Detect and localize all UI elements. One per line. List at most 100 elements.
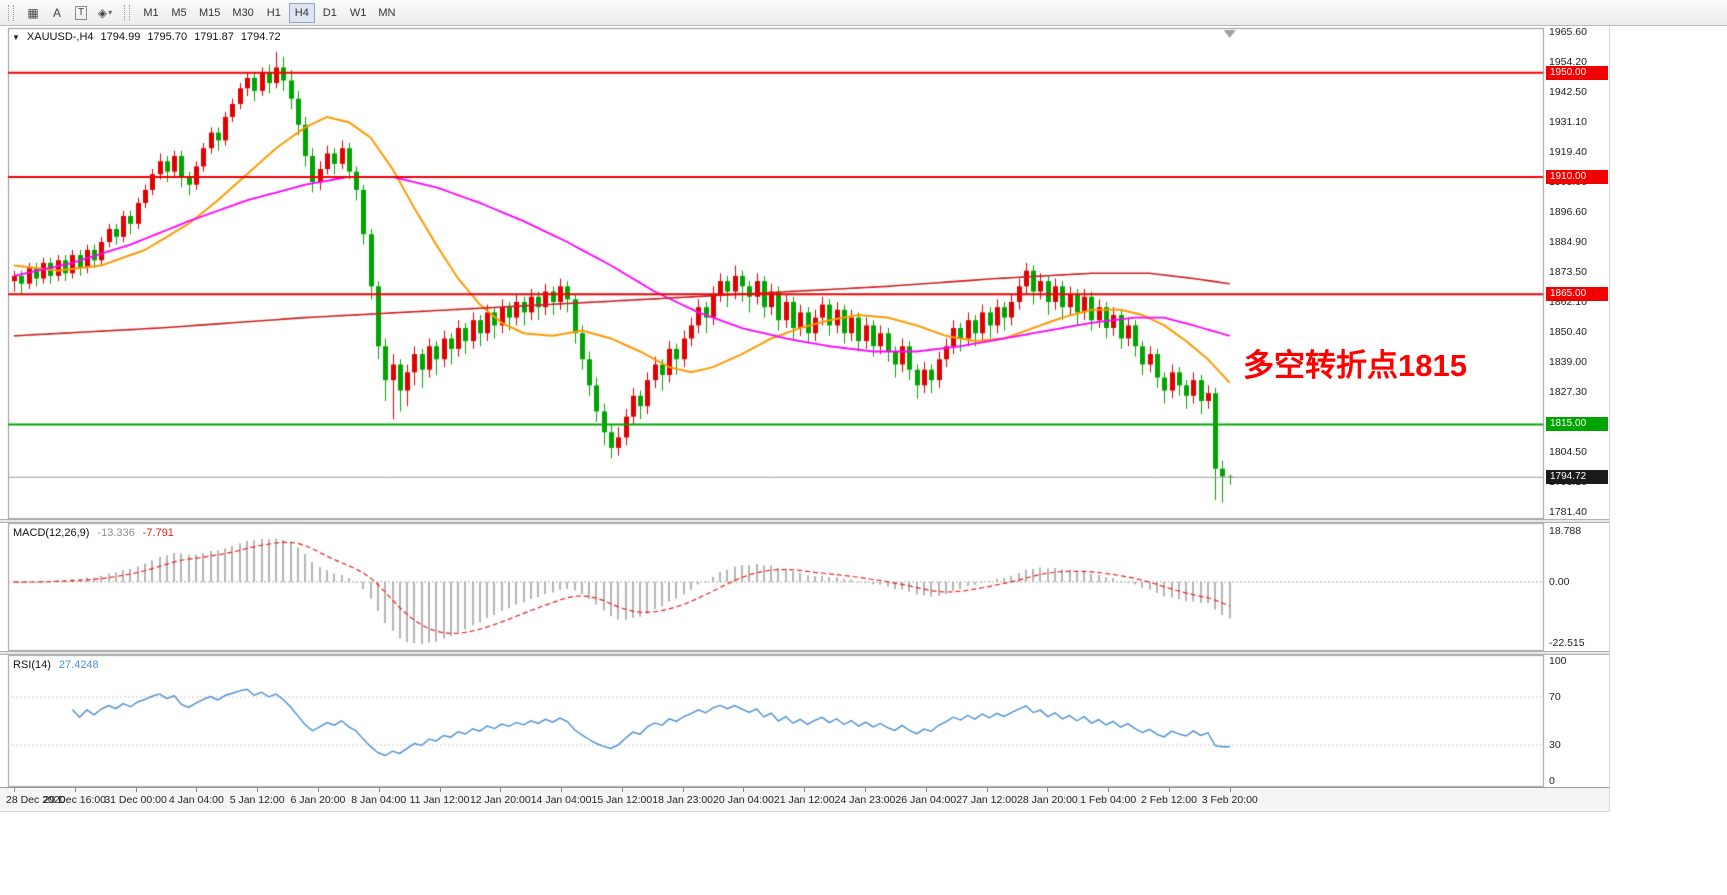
time-axis-label: 18 Jan 23:00: [652, 794, 714, 806]
ohlc-high: 1795.70: [147, 31, 188, 43]
time-axis-label: 21 Jan 12:00: [773, 794, 835, 806]
price-axis-label: 1896.60: [1549, 205, 1587, 218]
price-axis-label: 1873.50: [1549, 266, 1587, 278]
time-tick: [500, 788, 501, 792]
rsi-scale-label: 0: [1549, 775, 1555, 787]
time-axis-label: 14 Jan 04:00: [530, 794, 592, 806]
time-tick: [622, 788, 623, 792]
panel-splitter-2[interactable]: [0, 651, 1609, 655]
price-axis-label: 1781.40: [1549, 506, 1587, 518]
chart-canvas[interactable]: [0, 26, 1609, 811]
time-axis-label: 24 Jan 23:00: [834, 794, 896, 806]
quick-trade-toggle-icon[interactable]: ▼: [12, 32, 20, 42]
time-axis[interactable]: 28 Dec 2020 29 Dec 16:00 31 Dec 00:00 4 Jan…: [0, 787, 1609, 811]
price-axis-label: 1931.10: [1549, 115, 1587, 128]
time-axis-label: 27 Jan 12:00: [956, 794, 1017, 806]
time-axis-label: 20 Jan 04:00: [713, 794, 774, 806]
time-tick: [196, 788, 197, 792]
price-axis-label: 1954.20: [1549, 55, 1587, 68]
toolbar-grip-2[interactable]: [124, 4, 130, 21]
macd-name: MACD(12,26,9): [13, 527, 90, 539]
time-tick: [683, 788, 684, 792]
rsi-scale-label: 30: [1549, 739, 1561, 751]
time-tick: [1047, 788, 1048, 792]
time-axis-label: 28 Dec 2020: [6, 794, 66, 806]
time-tick: [987, 788, 988, 792]
timeframe-m15-button[interactable]: M15: [194, 3, 225, 23]
time-tick: [1169, 788, 1170, 792]
chart-window: ▼ XAUUSD-,H4 1794.99 1795.70 1791.87 179…: [0, 26, 1610, 812]
macd-scale-label: 18.788: [1549, 525, 1582, 537]
tool-shapes-button[interactable]: ◈ ▾: [93, 3, 117, 23]
tool-text-label-button[interactable]: T: [69, 3, 93, 23]
text-label-icon: T: [74, 5, 88, 20]
price-axis-label: 1850.40: [1549, 326, 1587, 339]
timeframe-m30-button[interactable]: M30: [227, 3, 258, 23]
time-axis-label: 4 Jan 04:00: [168, 794, 224, 806]
macd-scale-label: -22.515: [1549, 637, 1585, 649]
price-axis-label: 1942.50: [1549, 86, 1587, 99]
time-axis-label: 31 Dec 00:00: [104, 794, 167, 806]
price-axis-label: 1839.00: [1549, 355, 1587, 368]
time-axis-label: 6 Jan 20:00: [290, 794, 346, 806]
shapes-icon: ◈: [97, 5, 108, 20]
time-axis-label: 8 Jan 04:00: [351, 794, 407, 806]
time-tick: [136, 788, 137, 792]
price-axis-label: 1804.50: [1549, 445, 1587, 458]
chart-symbol-period: XAUUSD-,H4: [26, 31, 94, 43]
price-axis-label: 1884.90: [1549, 236, 1587, 249]
price-level-tag: 1910.00: [1546, 169, 1608, 184]
tool-chart-grid-button[interactable]: ▦: [21, 3, 45, 23]
rsi-name: RSI(14): [13, 659, 51, 671]
price-level-tag: 1950.00: [1546, 65, 1608, 80]
timeframe-mn-button[interactable]: MN: [373, 3, 400, 23]
ohlc-open: 1794.99: [100, 31, 141, 43]
time-tick: [743, 788, 744, 792]
panel-splitter-1[interactable]: [0, 519, 1609, 523]
time-axis-label: 26 Jan 04:00: [895, 794, 957, 806]
timeframe-h1-button[interactable]: H1: [261, 3, 287, 23]
time-tick: [804, 788, 805, 792]
time-tick: [75, 788, 76, 792]
time-axis-label: 11 Jan 12:00: [409, 794, 470, 806]
chart-annotation-text: 多空转折点1815: [1243, 348, 1467, 383]
time-axis-label: 3 Feb 20:00: [1201, 794, 1258, 806]
price-level-tag: 1865.00: [1546, 287, 1608, 302]
timeframe-toolbar: M1 M5 M15 M30 H1 H4 D1 W1 MN: [137, 2, 401, 23]
ohlc-low: 1791.87: [194, 31, 234, 43]
time-tick: [865, 788, 866, 792]
timeframe-w1-button[interactable]: W1: [345, 3, 372, 23]
toolbar: ▦ A T ◈ ▾ M1 M5 M15 M30 H1 H4 D1 W1 MN: [0, 0, 1727, 26]
time-axis-label: 28 Jan 20:00: [1017, 794, 1078, 806]
time-axis-label: 2 Feb 12:00: [1140, 794, 1197, 806]
timeframe-m5-button[interactable]: M5: [166, 3, 192, 23]
chart-header: ▼ XAUUSD-,H4 1794.99 1795.70 1791.87 179…: [12, 31, 281, 43]
ohlc-close: 1794.72: [240, 31, 281, 43]
rsi-scale-label: 100: [1549, 655, 1567, 667]
timeframe-h4-button[interactable]: H4: [288, 2, 315, 23]
time-tick: [257, 788, 258, 792]
tool-text-button[interactable]: A: [45, 3, 69, 23]
toolbar-grip[interactable]: [8, 4, 14, 21]
text-icon: A: [52, 5, 61, 20]
time-tick: [14, 788, 15, 792]
dropdown-arrow-icon: ▾: [108, 8, 113, 17]
timeframe-m1-button[interactable]: M1: [138, 3, 164, 23]
time-axis-label: 15 Jan 12:00: [591, 794, 653, 806]
macd-main-value: -13.336: [97, 527, 135, 539]
price-axis-label: 1827.30: [1549, 386, 1587, 399]
time-tick: [318, 788, 319, 792]
time-tick: [561, 788, 562, 792]
macd-signal-value: -7.791: [142, 527, 174, 539]
chart-grid-icon: ▦: [27, 5, 39, 20]
price-axis-label: 1919.40: [1549, 146, 1587, 159]
timeframe-d1-button[interactable]: D1: [317, 3, 343, 23]
price-level-tag: 1815.00: [1546, 417, 1608, 432]
drawing-toolbar: ▦ A T ◈ ▾: [21, 3, 117, 23]
price-axis-label: 1965.60: [1549, 26, 1587, 38]
time-tick: [926, 788, 927, 792]
time-axis-label: 29 Dec 16:00: [43, 794, 107, 806]
time-tick: [1108, 788, 1109, 792]
time-axis-label: 5 Jan 12:00: [229, 794, 285, 806]
rsi-scale-label: 70: [1549, 691, 1561, 703]
